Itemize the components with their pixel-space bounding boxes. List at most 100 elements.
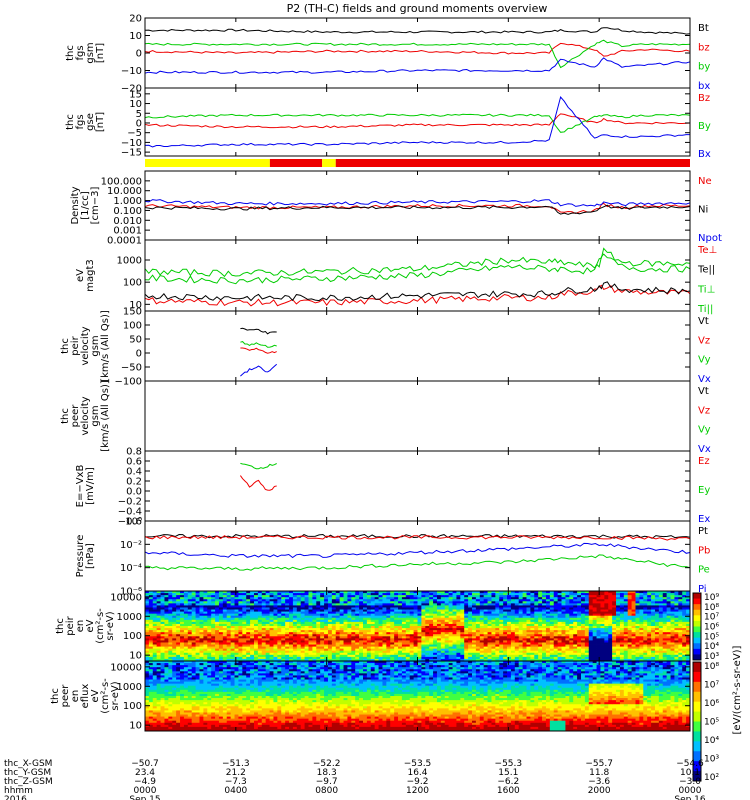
- spectrogram-cell: [226, 642, 232, 645]
- spectrogram-cell: [666, 611, 671, 615]
- spectrogram-cell: [584, 644, 590, 647]
- spectrogram-cell: [242, 611, 247, 615]
- spectrogram-cell: [246, 603, 251, 606]
- spectrogram-cell: [662, 591, 668, 594]
- spectrogram-cell: [666, 613, 671, 617]
- series-Ey: [240, 462, 277, 470]
- spectrogram-cell: [261, 654, 267, 658]
- spectrogram-cell: [355, 607, 360, 610]
- spectrogram-cell: [643, 648, 648, 652]
- spectrogram-cell: [534, 632, 539, 635]
- spectrogram-cell: [413, 595, 418, 598]
- spectrogram-cell: [160, 626, 165, 629]
- spectrogram-cell: [553, 640, 559, 643]
- spectrogram-cell: [316, 642, 321, 645]
- spectrogram-cell: [359, 654, 364, 658]
- spectrogram-cell: [390, 609, 395, 612]
- spectrogram-cell: [211, 621, 216, 625]
- spectrogram-cell: [631, 648, 636, 652]
- spectrogram-cell: [180, 654, 185, 658]
- spectrogram-cell: [553, 644, 559, 647]
- spectrogram-cell: [429, 607, 434, 610]
- spectrogram-cell: [627, 630, 633, 633]
- spectrogram-cell: [199, 619, 204, 623]
- spectrogram-cell: [211, 648, 216, 652]
- spectrogram-cell: [542, 615, 547, 619]
- spectrogram-cell: [542, 658, 547, 662]
- spectrogram-cell: [588, 593, 594, 596]
- spectrogram-cell: [507, 652, 512, 656]
- spectrogram-cell: [195, 646, 200, 650]
- spectrogram-cell: [643, 595, 648, 598]
- spectrogram-cell: [479, 617, 485, 621]
- spectrogram-cell: [565, 599, 570, 602]
- spectrogram-cell: [215, 634, 220, 637]
- spectrogram-cell: [421, 603, 426, 606]
- spectrogram-cell: [172, 632, 177, 635]
- spectrogram-cell: [257, 597, 263, 600]
- spectrogram-cell: [573, 648, 578, 652]
- spectrogram-cell: [250, 642, 255, 645]
- spectrogram-cell: [538, 611, 543, 615]
- spectrogram-cell: [581, 611, 586, 615]
- spectrogram-cell: [172, 607, 177, 610]
- spectrogram-cell: [374, 617, 379, 621]
- spectrogram-cell: [507, 642, 512, 645]
- spectrogram-cell: [327, 615, 333, 619]
- spectrogram-cell: [643, 642, 648, 645]
- spectrogram-cell: [187, 617, 193, 621]
- spectrogram-cell: [351, 634, 356, 637]
- spectrogram-cell: [612, 617, 617, 621]
- spectrogram-cell: [257, 628, 263, 631]
- spectrogram-cell: [619, 597, 625, 600]
- spectrogram-cell: [312, 650, 317, 654]
- spectrogram-cell: [363, 648, 368, 652]
- spectrogram-cell: [398, 638, 403, 641]
- spectrogram-cell: [674, 613, 679, 617]
- spectrogram-cell: [405, 613, 411, 617]
- spectrogram-cell: [312, 628, 317, 631]
- spectrogram-cell: [639, 658, 644, 662]
- series-Ni: [144, 204, 691, 215]
- spectrogram-cell: [145, 661, 150, 664]
- spectrogram-cell: [421, 601, 426, 604]
- spectrogram-cell: [612, 603, 617, 606]
- spectrogram-cell: [238, 619, 243, 623]
- spectrogram-cell: [405, 617, 411, 621]
- series-Pi: [144, 542, 691, 559]
- spectrogram-cell: [460, 593, 465, 596]
- spectrogram-cell: [265, 654, 270, 658]
- spectrogram-cell: [569, 605, 574, 608]
- spectrogram-cell: [199, 609, 204, 612]
- spectrogram-cell: [145, 638, 150, 641]
- spectrogram-cell: [623, 638, 629, 641]
- spectrogram-cell: [355, 656, 360, 660]
- spectrogram-cell: [195, 609, 200, 612]
- spectrogram-cell: [374, 623, 379, 627]
- legend-Ni: Ni: [698, 205, 708, 216]
- spectrogram-cell: [487, 611, 492, 615]
- spectrogram-cell: [160, 591, 165, 594]
- spectrogram-cell: [658, 630, 664, 633]
- spectrogram-cell: [316, 648, 321, 652]
- spectrogram-cell: [347, 607, 352, 610]
- spectrogram-cell: [191, 640, 197, 643]
- spectrogram-cell: [475, 656, 481, 660]
- spectrogram-cell: [148, 611, 154, 615]
- spectrogram-cell: [277, 597, 282, 600]
- spectrogram-cell: [635, 632, 640, 635]
- spectrogram-cell: [491, 632, 496, 635]
- spectrogram-cell: [600, 603, 605, 606]
- spectrogram-cell: [351, 636, 356, 639]
- spectrogram-cell: [273, 603, 278, 606]
- panel-pressure: [144, 520, 691, 592]
- spectrogram-cell: [487, 652, 492, 656]
- spectrogram-cell: [405, 644, 411, 647]
- spectrogram-cell: [526, 603, 531, 606]
- spectrogram-cell: [183, 617, 189, 621]
- spectrogram-cell: [281, 652, 286, 656]
- spectrogram-cell: [436, 638, 442, 641]
- spectrogram-cell: [370, 642, 376, 645]
- spectrogram-cell: [581, 656, 586, 660]
- spectrogram-cell: [417, 654, 422, 658]
